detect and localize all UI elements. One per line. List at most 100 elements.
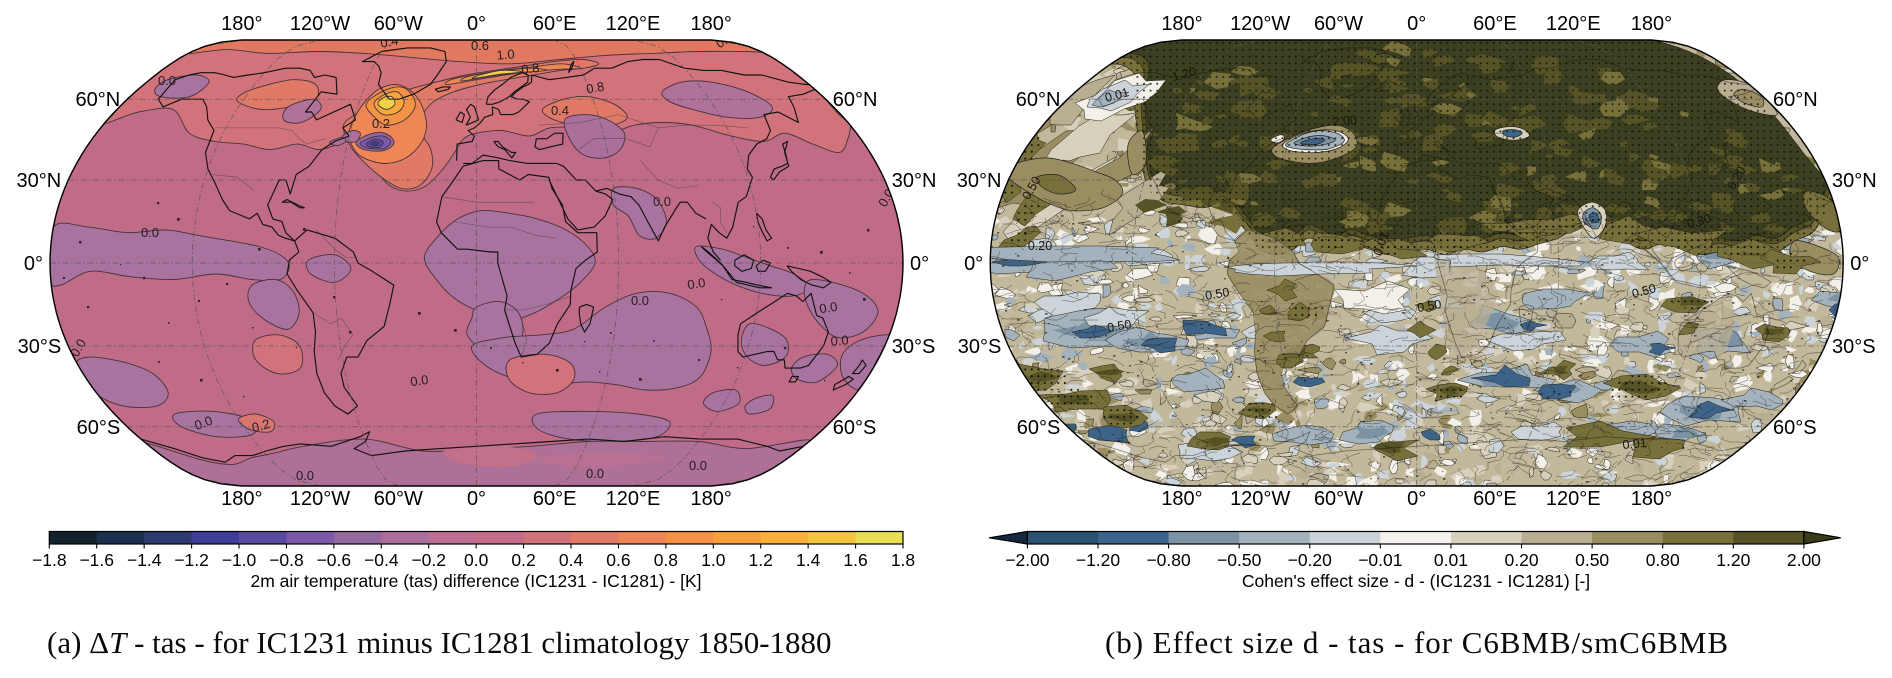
svg-text:−0.01: −0.01 — [1358, 550, 1402, 570]
svg-text:0.0: 0.0 — [409, 372, 429, 389]
svg-text:(a) ΔT - tas - for IC1231 minu: (a) ΔT - tas - for IC1231 minus IC1281 c… — [47, 625, 832, 660]
svg-text:30°S: 30°S — [1832, 336, 1876, 358]
svg-text:0.0: 0.0 — [192, 413, 214, 433]
svg-text:−0.50: −0.50 — [1217, 550, 1262, 570]
svg-text:Cohen's effect size - d - (IC1: Cohen's effect size - d - (IC1231 - IC12… — [1242, 571, 1590, 591]
svg-text:60°W: 60°W — [374, 13, 423, 35]
svg-text:120°W: 120°W — [290, 488, 350, 510]
svg-text:60°W: 60°W — [1314, 488, 1363, 510]
svg-text:0.8: 0.8 — [520, 60, 540, 77]
svg-text:60°S: 60°S — [77, 417, 121, 439]
svg-text:−0.6: −0.6 — [317, 550, 352, 570]
svg-text:60°E: 60°E — [1473, 488, 1517, 510]
svg-text:120°E: 120°E — [606, 13, 661, 35]
svg-text:60°N: 60°N — [1773, 89, 1818, 111]
svg-text:0.8: 0.8 — [654, 550, 678, 570]
svg-text:60°E: 60°E — [533, 488, 577, 510]
svg-text:0.4: 0.4 — [379, 33, 399, 51]
svg-text:30°N: 30°N — [957, 170, 1002, 192]
svg-text:60°W: 60°W — [374, 488, 423, 510]
svg-text:180°: 180° — [691, 488, 732, 510]
svg-text:180°: 180° — [221, 488, 262, 510]
svg-text:0.4: 0.4 — [713, 29, 736, 51]
svg-text:0°: 0° — [1850, 253, 1869, 275]
svg-text:0.50: 0.50 — [1204, 285, 1230, 303]
svg-text:0.0: 0.0 — [686, 275, 706, 292]
svg-text:1.0: 1.0 — [701, 550, 726, 570]
svg-text:1.0: 1.0 — [496, 46, 515, 63]
svg-text:30°S: 30°S — [18, 336, 62, 358]
svg-text:0.0: 0.0 — [296, 468, 314, 483]
svg-text:0°: 0° — [910, 253, 929, 275]
svg-text:120°W: 120°W — [290, 13, 350, 35]
svg-text:0°: 0° — [467, 488, 486, 510]
svg-text:0.6: 0.6 — [606, 550, 630, 570]
svg-text:60°N: 60°N — [833, 89, 878, 111]
svg-text:60°W: 60°W — [1314, 13, 1363, 35]
svg-text:120°W: 120°W — [1230, 13, 1290, 35]
svg-text:0°: 0° — [1407, 13, 1426, 35]
svg-text:120°W: 120°W — [1230, 488, 1290, 510]
svg-text:−0.4: −0.4 — [364, 550, 399, 570]
svg-text:0.50: 0.50 — [1575, 550, 1609, 570]
svg-text:0.50: 0.50 — [1416, 297, 1442, 315]
svg-text:1.8: 1.8 — [891, 550, 915, 570]
svg-text:−0.2: −0.2 — [411, 550, 446, 570]
svg-text:0.0: 0.0 — [818, 299, 838, 316]
svg-text:0.0: 0.0 — [464, 550, 489, 570]
svg-text:30°N: 30°N — [1832, 170, 1877, 192]
svg-text:60°S: 60°S — [833, 417, 877, 439]
svg-text:30°N: 30°N — [17, 170, 62, 192]
svg-text:0.80: 0.80 — [1685, 211, 1712, 231]
svg-text:0°: 0° — [964, 253, 983, 275]
svg-text:30°N: 30°N — [892, 170, 937, 192]
svg-text:0.50: 0.50 — [1630, 281, 1657, 301]
svg-text:2.00: 2.00 — [1787, 550, 1821, 570]
svg-text:1.20: 1.20 — [1170, 64, 1197, 84]
svg-text:60°N: 60°N — [76, 89, 121, 111]
svg-text:−1.4: −1.4 — [127, 550, 162, 570]
svg-text:0.20: 0.20 — [1028, 239, 1052, 253]
svg-text:0.4: 0.4 — [559, 550, 584, 570]
svg-text:−0.8: −0.8 — [269, 550, 304, 570]
svg-text:−1.20: −1.20 — [1076, 550, 1121, 570]
svg-text:120°E: 120°E — [1546, 488, 1601, 510]
svg-text:0.6: 0.6 — [471, 38, 489, 53]
svg-text:0.0: 0.0 — [631, 293, 649, 308]
svg-text:0.0: 0.0 — [653, 194, 671, 209]
svg-text:0.50: 0.50 — [1106, 317, 1132, 335]
svg-text:0.0: 0.0 — [141, 225, 159, 240]
svg-text:0.2: 0.2 — [511, 550, 535, 570]
svg-text:0°: 0° — [467, 13, 486, 35]
svg-text:0.80: 0.80 — [1646, 550, 1680, 570]
svg-text:1.6: 1.6 — [843, 550, 867, 570]
svg-text:0.0: 0.0 — [158, 73, 176, 88]
svg-text:−1.0: −1.0 — [222, 550, 257, 570]
svg-text:60°N: 60°N — [1016, 89, 1061, 111]
svg-text:−0.20: −0.20 — [1288, 550, 1333, 570]
svg-text:0.0: 0.0 — [586, 466, 604, 481]
svg-text:1.2: 1.2 — [749, 550, 773, 570]
svg-text:60°E: 60°E — [533, 13, 577, 35]
svg-text:0.8: 0.8 — [585, 79, 605, 97]
svg-text:180°: 180° — [1631, 488, 1672, 510]
svg-text:120°E: 120°E — [606, 488, 661, 510]
svg-text:0°: 0° — [1407, 488, 1426, 510]
svg-text:0.0: 0.0 — [830, 332, 849, 349]
svg-text:0.20: 0.20 — [1505, 550, 1539, 570]
svg-text:−1.8: −1.8 — [32, 550, 67, 570]
svg-text:60°S: 60°S — [1017, 417, 1061, 439]
svg-text:2.00: 2.00 — [1332, 113, 1358, 129]
svg-text:0.0: 0.0 — [689, 458, 707, 473]
svg-text:−1.6: −1.6 — [79, 550, 114, 570]
svg-text:30°S: 30°S — [958, 336, 1002, 358]
svg-text:0.2: 0.2 — [250, 416, 271, 435]
svg-text:180°: 180° — [1161, 13, 1202, 35]
svg-text:0.01: 0.01 — [1434, 550, 1468, 570]
svg-text:0.01: 0.01 — [1622, 436, 1648, 452]
svg-text:60°E: 60°E — [1473, 13, 1517, 35]
svg-text:180°: 180° — [1161, 488, 1202, 510]
svg-text:1.4: 1.4 — [796, 550, 821, 570]
svg-text:60°S: 60°S — [1773, 417, 1817, 439]
svg-text:−2.00: −2.00 — [1005, 550, 1050, 570]
